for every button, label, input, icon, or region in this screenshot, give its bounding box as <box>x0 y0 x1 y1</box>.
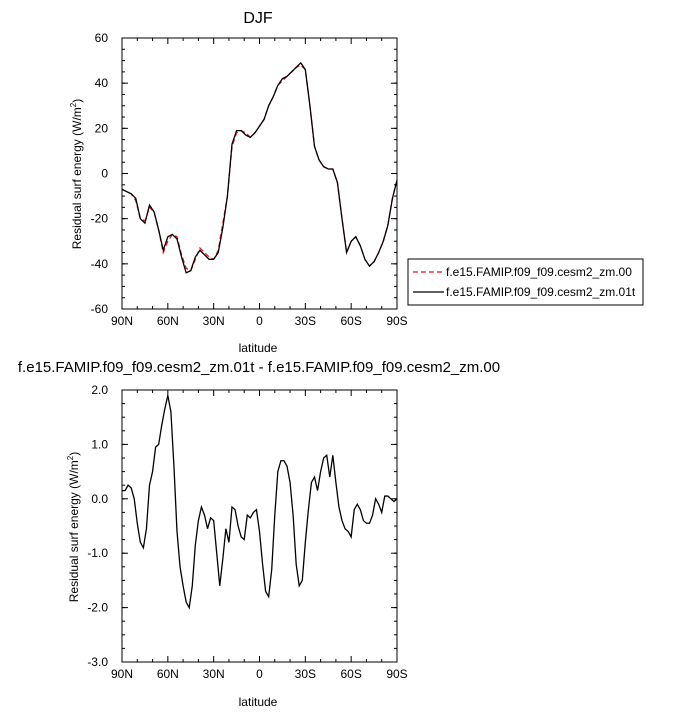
bottom-x-axis-label: latitude <box>239 695 278 709</box>
bottom-x-tick-label: 0 <box>256 667 263 681</box>
top-chart-title: DJF <box>243 10 273 27</box>
bottom-x-tick-label: 60N <box>157 667 179 681</box>
bottom-series-1-line <box>122 395 397 610</box>
top-y-tick-label: 60 <box>95 31 109 45</box>
top-y-tick-label: 0 <box>101 167 108 181</box>
legend-label-series-2: f.e15.FAMIP.f09_f09.cesm2_zm.01t <box>446 285 636 299</box>
top-y-tick-label: -60 <box>91 302 109 316</box>
top-x-axis-label: latitude <box>239 341 278 355</box>
top-y-axis-label: Residual surf energy (W/m2) <box>69 99 84 250</box>
bottom-chart-title: f.e15.FAMIP.f09_f09.cesm2_zm.01t - f.e15… <box>18 359 500 376</box>
top-x-tick-label: 60S <box>340 314 361 328</box>
bottom-y-tick-label: -2.0 <box>87 601 108 615</box>
bottom-x-tick-label: 30N <box>203 667 225 681</box>
top-series-1-line <box>122 64 397 272</box>
top-x-tick-label: 30S <box>295 314 316 328</box>
bottom-y-axis-label: Residual surf energy (W/m2) <box>66 452 81 603</box>
bottom-plot-frame <box>121 389 398 663</box>
legend-box <box>407 258 644 306</box>
top-x-tick-label: 0 <box>256 314 263 328</box>
legend-label-series-1: f.e15.FAMIP.f09_f09.cesm2_zm.00 <box>446 265 632 279</box>
top-x-tick-label: 90S <box>386 314 407 328</box>
top-y-tick-label: 40 <box>95 76 109 90</box>
bottom-x-tick-label: 90S <box>386 667 407 681</box>
top-panel: DJF 90N 60N 30N 0 30S 60S 90S-60-40-200204060 … <box>69 10 644 355</box>
top-series-2-line <box>122 61 397 274</box>
bottom-y-tick-label: 0.0 <box>91 492 108 506</box>
bottom-panel: f.e15.FAMIP.f09_f09.cesm2_zm.01t - f.e15… <box>18 359 500 709</box>
top-x-tick-label: 90N <box>111 314 133 328</box>
bottom-x-tick-label: 60S <box>340 667 361 681</box>
bottom-x-tick-label: 90N <box>111 667 133 681</box>
bottom-y-tick-label: 2.0 <box>91 383 108 397</box>
bottom-plot-area: 90N 60N 30N 0 30S 60S 90S -3.0 -2.0 -1.0 0.0 1.0 2.0 <box>87 383 407 681</box>
bottom-y-tick-label: -3.0 <box>87 655 108 669</box>
top-plot-frame <box>121 37 398 310</box>
bottom-x-tick-label: 30S <box>295 667 316 681</box>
top-y-tick-label: 20 <box>95 121 109 135</box>
top-x-tick-label: 30N <box>203 314 225 328</box>
top-y-tick-label: -20 <box>91 212 109 226</box>
top-legend: f.e15.FAMIP.f09_f09.cesm2_zm.00 f.e15.FA… <box>407 258 644 306</box>
top-y-tick-label: -40 <box>91 257 109 271</box>
top-plot-area: 90N 60N 30N 0 30S 60S 90S -60 -40 -20 0 20 40 60 <box>91 31 408 328</box>
bottom-y-tick-label: -1.0 <box>87 546 108 560</box>
bottom-y-tick-label: 1.0 <box>91 437 108 451</box>
top-x-tick-label: 60N <box>157 314 179 328</box>
